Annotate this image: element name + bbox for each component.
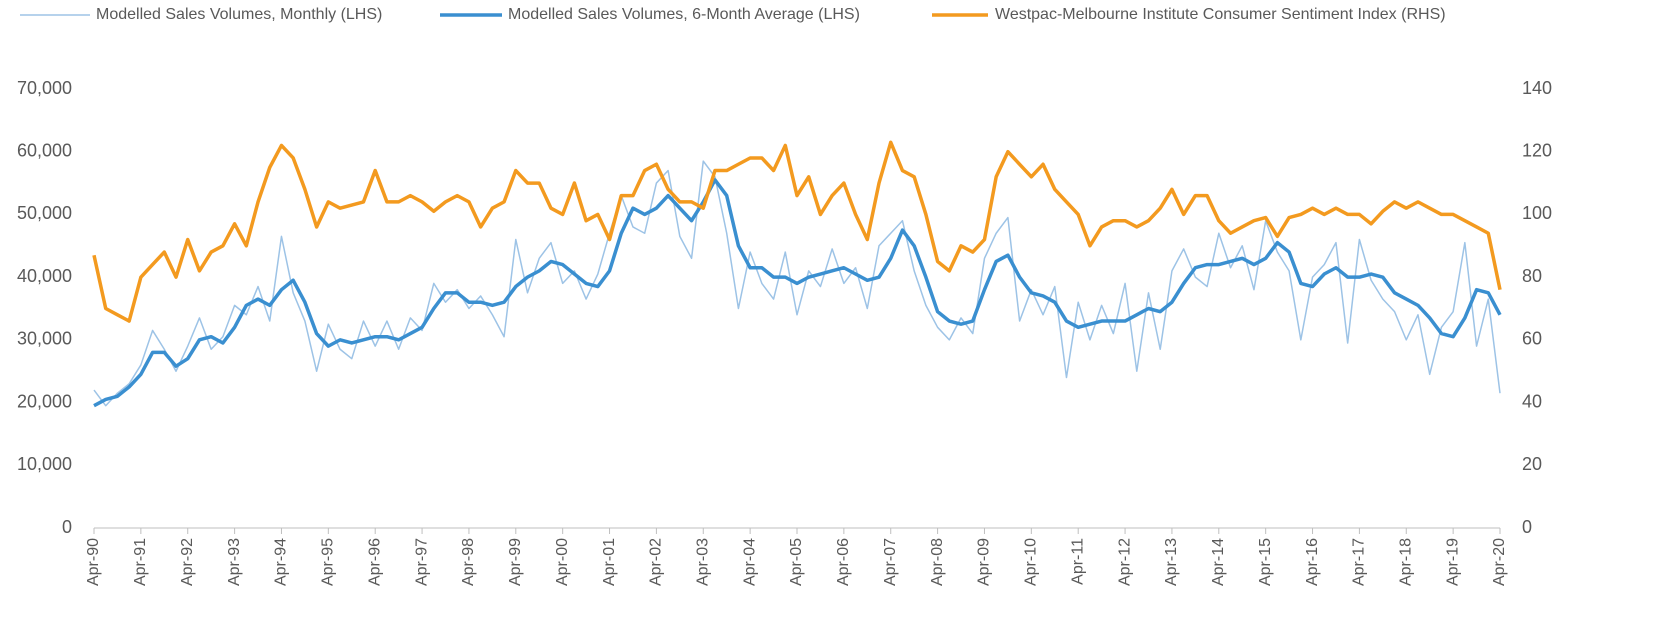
- y2-tick-label: 20: [1522, 454, 1542, 474]
- x-tick-label: Apr-97: [413, 538, 430, 586]
- y2-tick-label: 40: [1522, 391, 1542, 411]
- x-tick-label: Apr-01: [601, 538, 618, 586]
- x-tick-label: Apr-92: [179, 538, 196, 586]
- x-tick-label: Apr-14: [1210, 538, 1227, 586]
- y2-tick-label: 100: [1522, 203, 1552, 223]
- x-tick-label: Apr-95: [320, 538, 337, 586]
- x-tick-label: Apr-02: [648, 538, 665, 586]
- x-tick-label: Apr-91: [132, 538, 149, 586]
- x-tick-label: Apr-03: [694, 538, 711, 586]
- x-tick-label: Apr-06: [835, 538, 852, 586]
- y2-tick-label: 80: [1522, 266, 1542, 286]
- y2-tick-label: 0: [1522, 517, 1532, 537]
- legend-label: Modelled Sales Volumes, Monthly (LHS): [96, 6, 382, 23]
- series-line: [92, 140, 1502, 323]
- x-tick-label: Apr-04: [741, 538, 758, 586]
- x-tick-label: Apr-90: [85, 538, 102, 586]
- y-tick-label: 20,000: [17, 391, 72, 411]
- x-tick-label: Apr-19: [1444, 538, 1461, 586]
- x-tick-label: Apr-15: [1257, 538, 1274, 586]
- legend: Modelled Sales Volumes, Monthly (LHS) Mo…: [20, 6, 1446, 23]
- x-tick-label: Apr-20: [1491, 538, 1508, 586]
- y-tick-label: 50,000: [17, 203, 72, 223]
- x-tick-label: Apr-98: [460, 538, 477, 586]
- x-tick-label: Apr-94: [273, 538, 290, 586]
- y-tick-label: 0: [62, 517, 72, 537]
- y2-tick-label: 120: [1522, 140, 1552, 160]
- x-tick-label: Apr-00: [554, 538, 571, 586]
- x-tick-label: Apr-08: [929, 538, 946, 586]
- y2-tick-label: 60: [1522, 329, 1542, 349]
- x-tick-label: Apr-11: [1069, 538, 1086, 585]
- x-tick-label: Apr-96: [366, 538, 383, 586]
- x-tick-label: Apr-16: [1304, 538, 1321, 586]
- x-tick-label: Apr-93: [226, 538, 243, 586]
- x-tick-label: Apr-99: [507, 538, 524, 586]
- x-tick-label: Apr-17: [1351, 538, 1368, 586]
- x-tick-label: Apr-13: [1163, 538, 1180, 586]
- legend-label: Modelled Sales Volumes, 6-Month Average …: [508, 6, 860, 23]
- y-tick-label: 40,000: [17, 266, 72, 286]
- series-line: [93, 178, 1502, 408]
- y-tick-label: 30,000: [17, 329, 72, 349]
- y-tick-label: 60,000: [17, 140, 72, 160]
- x-tick-label: Apr-10: [1023, 538, 1040, 586]
- x-tick-label: Apr-07: [882, 538, 899, 586]
- y-tick-label: 10,000: [17, 454, 72, 474]
- x-tick-label: Apr-12: [1116, 538, 1133, 586]
- y2-tick-label: 140: [1522, 78, 1552, 98]
- x-tick-label: Apr-05: [788, 538, 805, 586]
- x-tick-label: Apr-09: [976, 538, 993, 586]
- legend-label: Westpac-Melbourne Institute Consumer Sen…: [995, 6, 1446, 23]
- y-tick-label: 70,000: [17, 78, 72, 98]
- x-tick-label: Apr-18: [1397, 538, 1414, 586]
